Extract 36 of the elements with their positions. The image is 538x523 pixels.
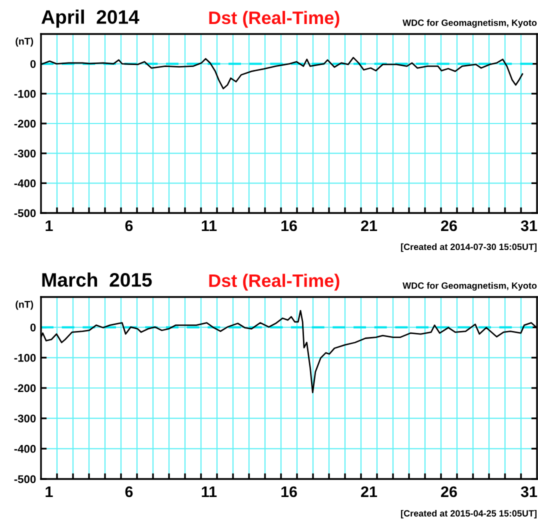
x-tick-label: 26 bbox=[441, 486, 457, 498]
y-tick-label: -100 bbox=[14, 354, 36, 362]
y-tick-label: -200 bbox=[14, 384, 36, 392]
y-tick-label: 0 bbox=[30, 60, 36, 68]
x-tick-label: 1 bbox=[46, 486, 53, 498]
x-tick-label: 6 bbox=[125, 486, 133, 498]
chart-subtitle: Dst (Real-Time) bbox=[209, 10, 340, 28]
x-tick-label: 21 bbox=[361, 220, 378, 232]
y-tick-label: -100 bbox=[14, 90, 36, 98]
y-tick-label: -300 bbox=[14, 150, 36, 158]
y-axis-title: (nT) bbox=[16, 38, 34, 47]
x-tick-label: 31 bbox=[520, 486, 538, 498]
y-tick-label: -500 bbox=[14, 209, 36, 218]
y-tick-label: -300 bbox=[14, 414, 36, 422]
x-tick-label: 21 bbox=[361, 486, 378, 498]
text: WDC for Geomagnetism, Kyoto bbox=[402, 282, 537, 291]
text: WDC for Geomagnetism, Kyoto bbox=[402, 19, 537, 28]
y-tick-label: -500 bbox=[14, 475, 36, 484]
x-tick-label: 6 bbox=[125, 220, 133, 232]
chart-title: March 2015 bbox=[42, 272, 152, 287]
chart-subtitle: Dst (Real-Time) bbox=[209, 274, 340, 291]
text: [Created at 2015-04-25 15:05UT] bbox=[401, 510, 537, 518]
x-tick-label: 16 bbox=[281, 220, 297, 232]
y-tick-label: -200 bbox=[14, 120, 36, 128]
x-tick-label: 11 bbox=[202, 220, 217, 232]
x-tick-label: 31 bbox=[520, 220, 538, 232]
x-tick-label: 1 bbox=[46, 220, 53, 232]
y-tick-label: 0 bbox=[30, 324, 36, 332]
x-tick-label: 16 bbox=[281, 486, 297, 498]
x-tick-label: 11 bbox=[202, 486, 217, 498]
x-tick-label: 26 bbox=[441, 220, 457, 232]
text: [Created at 2014-07-30 15:05UT] bbox=[401, 243, 537, 252]
y-tick-label: -400 bbox=[14, 444, 36, 453]
chart-title: April 2014 bbox=[41, 10, 140, 28]
y-axis-title: (nT) bbox=[16, 300, 34, 310]
y-tick-label: -400 bbox=[14, 179, 36, 188]
